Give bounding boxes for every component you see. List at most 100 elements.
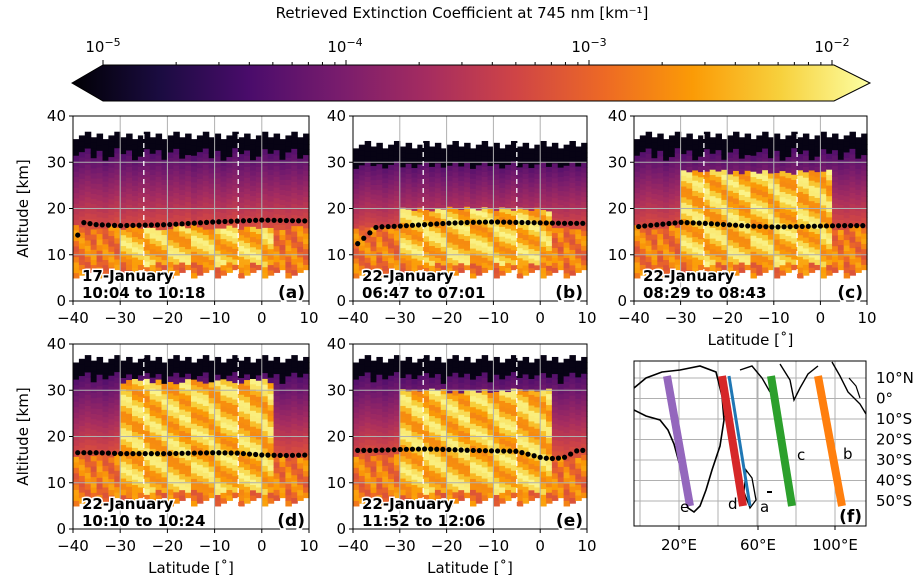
heatmap-cell [143,476,151,484]
heatmap-cell [102,389,109,396]
heatmap-cell [399,202,407,208]
heatmap-cell [393,420,401,427]
heatmap-cell [120,207,127,214]
heatmap-cell [102,264,109,271]
heatmap-cell [382,411,389,418]
heatmap-cell [244,139,251,146]
heatmap-cell [214,250,222,257]
heatmap-cell [120,410,127,418]
heatmap-cell [303,191,310,197]
heatmap-cell [114,243,121,249]
heatmap-cell [114,426,121,433]
heatmap-cell [423,162,430,168]
heatmap-cell [179,267,186,273]
heatmap-cell [855,158,862,164]
heatmap-cell [96,425,104,433]
heatmap-cell [756,140,763,147]
heatmap-cell [849,192,856,199]
heatmap-cell [779,191,787,198]
heatmap-cell [727,195,734,202]
heatmap-cell [423,471,430,478]
heatmap-cell [645,234,653,241]
heatmap-cell [279,164,286,170]
heatmap-cell [191,256,198,263]
heatmap-cell [802,133,810,140]
heatmap-cell [255,401,263,408]
heatmap-cell [214,177,222,185]
heatmap-cell [767,142,775,149]
heatmap-cell [173,355,180,362]
heatmap-cell [709,153,717,160]
heatmap-cell [191,494,198,501]
heatmap-cell [808,174,816,181]
heatmap-cell [802,149,810,156]
heatmap-cell [84,223,92,230]
heatmap-cell [522,198,530,205]
heatmap-cell [364,489,372,496]
heatmap-cell [208,233,216,240]
heatmap-cell [226,456,233,463]
heatmap-cell [191,478,198,485]
heatmap-cell [202,142,210,149]
heatmap-cell [475,189,483,196]
heatmap-cell [569,208,576,214]
heatmap-cell [721,234,728,241]
heatmap-cell [267,237,275,244]
tropopause-point [173,450,179,457]
heatmap-cell [399,455,407,462]
heatmap-cell [405,208,413,215]
heatmap-cell [540,198,547,205]
heatmap-cell [90,439,98,446]
heatmap-cell [220,264,227,271]
heatmap-cell [255,176,263,183]
heatmap-cell [102,421,109,428]
heatmap-cell [779,201,787,208]
tropopause-point [105,450,111,456]
heatmap-cell [137,238,145,245]
heatmap-cell [399,181,407,188]
heatmap-cell [90,392,98,399]
heatmap-cell [417,406,424,413]
heatmap-cell [244,149,251,156]
heatmap-cell [429,146,436,153]
heatmap-cell [814,238,821,245]
heatmap-cell [557,180,565,187]
heatmap-cell [202,212,210,219]
heatmap-cell [709,227,717,234]
heatmap-cell [220,180,227,187]
heatmap-cell [733,247,740,254]
heatmap-cell [364,483,372,490]
heatmap-cell [285,190,292,197]
time-label: 08:29 to 08:43 [643,284,766,302]
heatmap-cell [297,147,304,154]
heatmap-cell [767,239,775,245]
heatmap-cell [393,382,401,389]
heatmap-cell [581,259,588,266]
panel-label: (c) [837,283,863,303]
heatmap-cell [370,236,377,242]
heatmap-cell [440,162,448,168]
heatmap-cell [267,222,275,228]
heatmap-cell [715,234,722,241]
heatmap-cell [733,153,740,160]
heatmap-cell [762,180,769,187]
heatmap-cell [388,237,395,244]
heatmap-cell [505,242,512,249]
heatmap-cell [826,211,833,218]
heatmap-cell [639,232,647,239]
heatmap-cell [208,413,216,420]
tropopause-point [495,219,501,225]
tropopause-point [124,222,130,229]
heatmap-cell [505,252,512,259]
heatmap-cell [202,164,210,171]
heatmap-cell [353,412,360,419]
heatmap-cell [434,406,442,413]
heatmap-cell [797,218,804,225]
heatmap-cell [738,173,746,180]
heatmap-cell [405,401,413,409]
tropopause-point [259,217,265,223]
heatmap-cell [440,481,448,488]
heatmap-cell [540,256,547,263]
heatmap-cell [297,142,304,149]
heatmap-cell [102,411,109,418]
